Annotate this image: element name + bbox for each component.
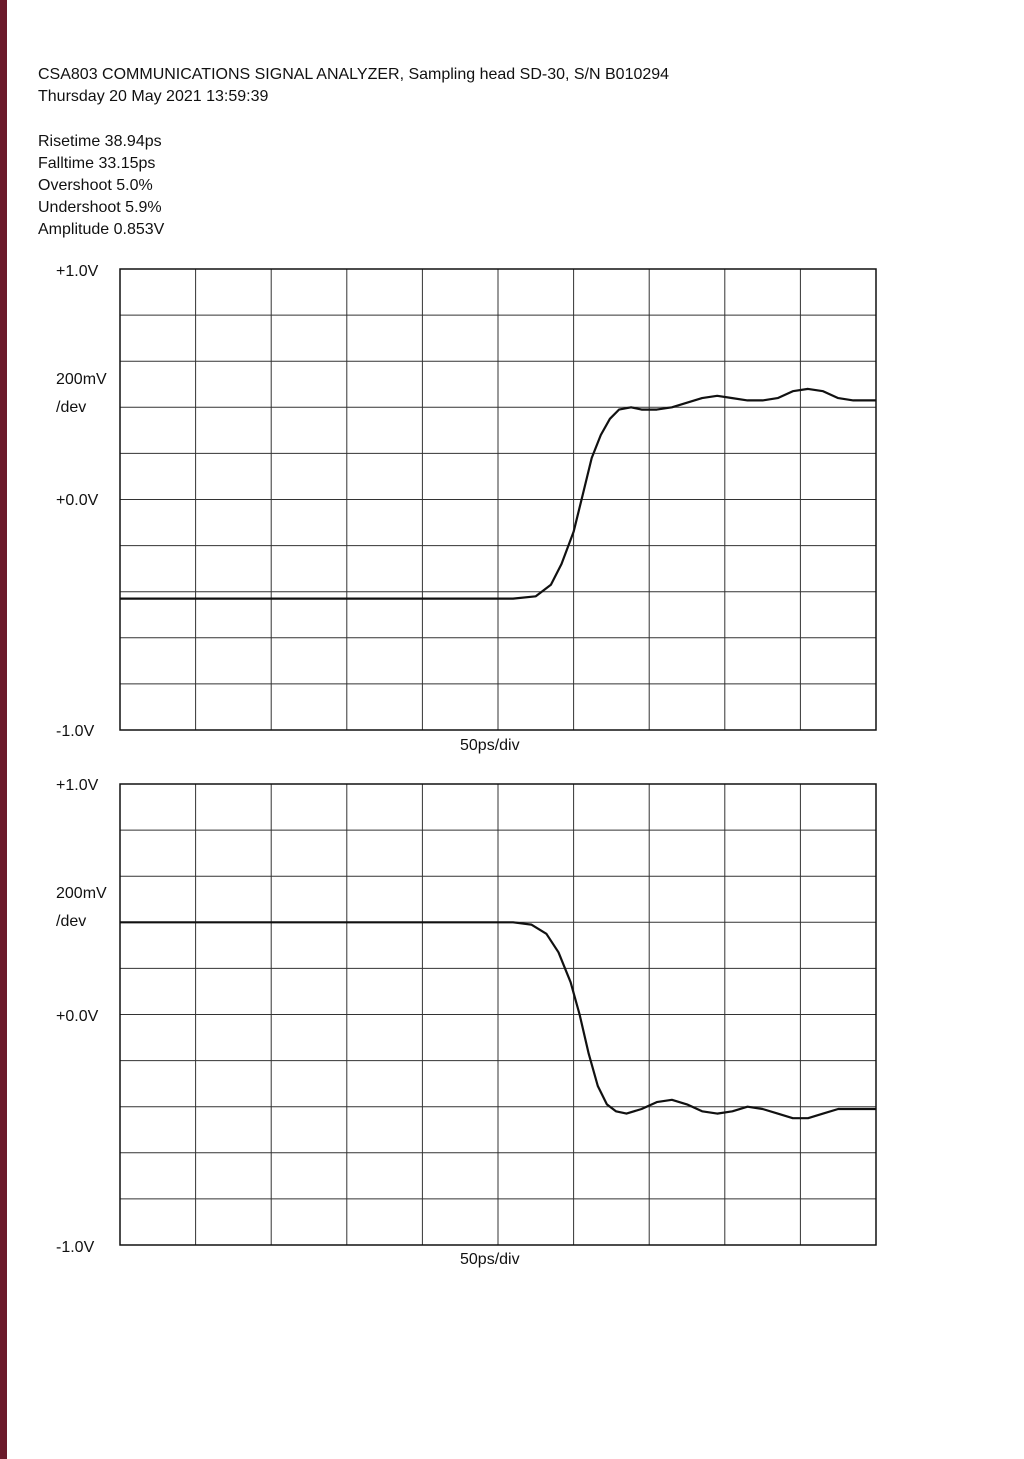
chart1-frame bbox=[119, 268, 877, 731]
chart1-xlabel: 50ps/div bbox=[460, 737, 520, 754]
falltime-readout: Falltime 33.15ps bbox=[38, 155, 156, 172]
overshoot-readout: Overshoot 5.0% bbox=[38, 177, 153, 194]
chart1-ytop-label: +1.0V bbox=[56, 263, 99, 280]
chart2-scale-unit: /dev bbox=[56, 913, 87, 930]
chart2-trace-0 bbox=[120, 921, 876, 1120]
amplitude-readout: Amplitude 0.853V bbox=[38, 221, 165, 238]
chart2-ytop-label: +1.0V bbox=[56, 777, 99, 794]
instrument-line: CSA803 COMMUNICATIONS SIGNAL ANALYZER, S… bbox=[38, 66, 670, 83]
chart2-scale-label: 200mV bbox=[56, 885, 107, 902]
chart1-trace-0 bbox=[120, 387, 876, 600]
undershoot-readout: Undershoot 5.9% bbox=[38, 199, 162, 216]
chart1-ymid-label: +0.0V bbox=[56, 492, 99, 509]
measurements-block: Risetime 38.94ps Falltime 33.15ps Oversh… bbox=[38, 131, 164, 241]
page-edge-stripe bbox=[0, 0, 7, 1459]
chart1-ybottom-label: -1.0V bbox=[56, 723, 95, 740]
chart2-ybottom-label: -1.0V bbox=[56, 1239, 95, 1256]
chart1-scale-label: 200mV bbox=[56, 371, 107, 388]
chart2-ymid-label: +0.0V bbox=[56, 1008, 99, 1025]
chart2-frame bbox=[119, 783, 877, 1246]
chart2-xlabel: 50ps/div bbox=[460, 1251, 520, 1268]
chart1-scale-unit: /dev bbox=[56, 399, 87, 416]
risetime-readout: Risetime 38.94ps bbox=[38, 133, 162, 150]
timestamp: Thursday 20 May 2021 13:59:39 bbox=[38, 88, 269, 105]
report-header: CSA803 COMMUNICATIONS SIGNAL ANALYZER, S… bbox=[38, 64, 669, 108]
